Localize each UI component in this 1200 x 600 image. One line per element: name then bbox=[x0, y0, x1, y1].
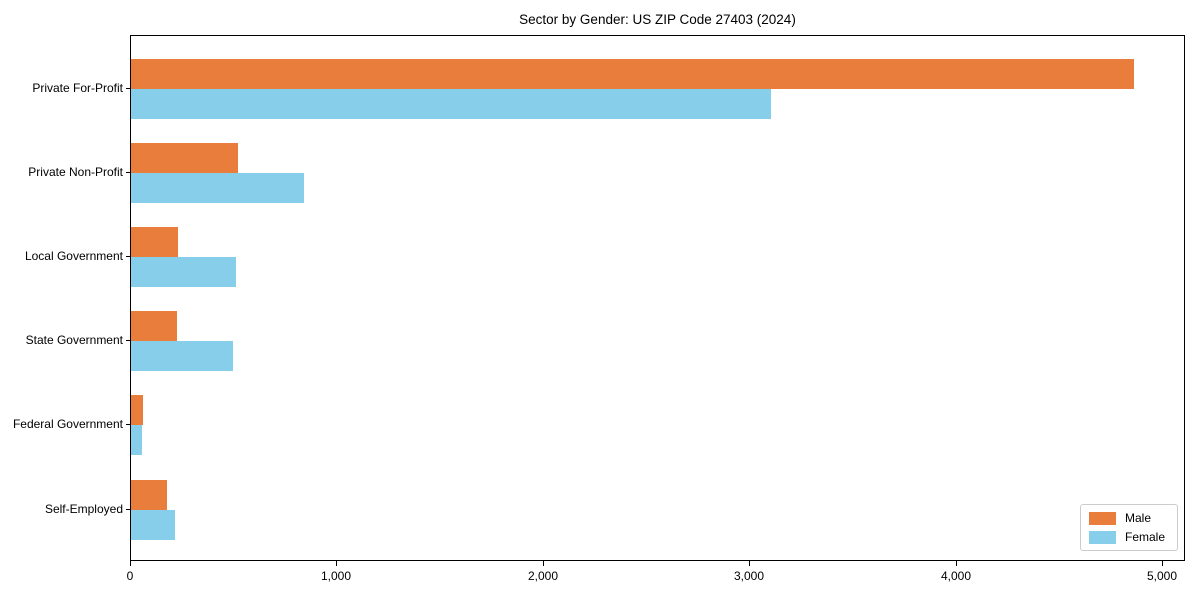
legend-label-female: Female bbox=[1124, 530, 1165, 544]
y-tick-label-private-non-profit: Private Non-Profit bbox=[28, 165, 123, 180]
x-tick-label-0: 0 bbox=[126, 569, 134, 583]
y-tick-label-state-government: State Government bbox=[25, 333, 123, 348]
legend-entry-female: Female bbox=[1088, 530, 1165, 544]
bar-male-state-government bbox=[131, 311, 177, 342]
chart-title: Sector by Gender: US ZIP Code 27403 (202… bbox=[519, 12, 796, 27]
x-tick-label-1000: 1,000 bbox=[320, 569, 352, 583]
x-tick-mark bbox=[130, 561, 131, 566]
y-tick-label-private-for-profit: Private For-Profit bbox=[32, 81, 123, 95]
y-tick-mark bbox=[126, 340, 130, 342]
y-tick-label-local-government: Local Government bbox=[24, 249, 123, 264]
x-tick-mark bbox=[749, 561, 750, 566]
x-tick-label-4000: 4,000 bbox=[940, 569, 972, 583]
bar-female-private-non-profit bbox=[131, 173, 304, 204]
legend-label-male: Male bbox=[1124, 511, 1151, 525]
plot-area: Male Female bbox=[130, 35, 1185, 561]
x-tick-mark bbox=[336, 561, 337, 566]
bar-male-self-employed bbox=[131, 479, 167, 510]
bar-male-local-government bbox=[131, 227, 178, 258]
x-tick-label-5000: 5,000 bbox=[1146, 569, 1178, 583]
legend-entry-male: Male bbox=[1088, 511, 1165, 525]
x-tick-label-2000: 2,000 bbox=[527, 569, 559, 583]
y-tick-mark bbox=[126, 424, 130, 426]
legend: Male Female bbox=[1079, 504, 1178, 551]
y-tick-label-self-employed: Self-Employed bbox=[44, 501, 123, 516]
bar-female-state-government bbox=[131, 341, 233, 372]
bar-female-private-for-profit bbox=[131, 89, 771, 119]
bar-female-local-government bbox=[131, 257, 236, 288]
legend-swatch-female bbox=[1088, 530, 1116, 544]
bar-female-federal-government bbox=[131, 425, 142, 456]
y-tick-mark bbox=[126, 88, 130, 89]
y-tick-mark bbox=[126, 256, 130, 258]
bar-male-private-for-profit bbox=[131, 59, 1134, 89]
x-tick-mark bbox=[543, 561, 544, 566]
x-tick-label-3000: 3,000 bbox=[733, 569, 765, 583]
bar-male-federal-government bbox=[131, 395, 143, 426]
bar-male-private-non-profit bbox=[131, 143, 238, 174]
y-tick-label-federal-government: Federal Government bbox=[12, 417, 123, 432]
x-tick-mark bbox=[1162, 561, 1163, 566]
x-tick-mark bbox=[956, 561, 957, 566]
legend-swatch-male bbox=[1088, 511, 1116, 525]
y-tick-mark bbox=[126, 508, 130, 510]
y-tick-mark bbox=[126, 172, 130, 174]
bar-female-self-employed bbox=[131, 509, 175, 540]
